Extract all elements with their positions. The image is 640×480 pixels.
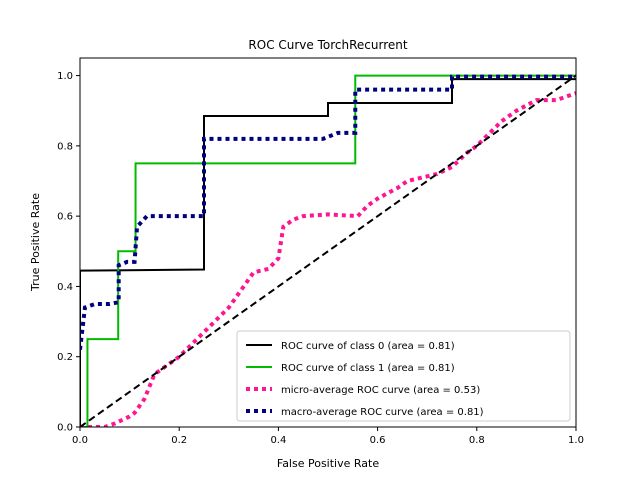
series-line-0 [80, 78, 576, 427]
y-tick-label: 1.0 [57, 71, 73, 82]
legend-entry: macro-average ROC curve (area = 0.81) [281, 407, 484, 418]
x-tick-label: 0.2 [171, 435, 187, 446]
plot-area-frame [79, 57, 577, 428]
x-tick-label: 0.6 [370, 435, 386, 446]
legend-entry: ROC curve of class 0 (area = 0.81) [281, 341, 455, 352]
series-layer [80, 74, 576, 427]
legend-entry: ROC curve of class 1 (area = 0.81) [281, 363, 455, 374]
legend: ROC curve of class 0 (area = 0.81) ROC cu… [236, 330, 571, 422]
x-axis: 0.0 0.2 0.4 0.6 0.8 1.0 [72, 427, 584, 446]
y-tick-label: 0.4 [57, 282, 73, 293]
legend-entry: micro-average ROC curve (area = 0.53) [281, 385, 480, 396]
chance-diagonal-line [80, 74, 576, 427]
x-tick-label: 0.4 [270, 435, 286, 446]
y-tick-label: 0.2 [57, 352, 73, 363]
x-tick-label: 0.8 [469, 435, 485, 446]
y-tick-label: 0.8 [57, 141, 73, 152]
x-tick-label: 0.0 [72, 435, 88, 446]
series-line-2 [80, 91, 576, 427]
y-axis-label: True Positive Rate [29, 193, 42, 292]
y-tick-label: 0.6 [57, 212, 73, 223]
x-axis-label: False Positive Rate [277, 457, 379, 470]
y-tick-label: 0.0 [57, 423, 73, 434]
y-axis: 0.0 0.2 0.4 0.6 0.8 1.0 [57, 71, 80, 434]
chart-title: ROC Curve TorchRecurrent [248, 38, 407, 52]
series-line-3 [80, 74, 576, 350]
x-tick-label: 1.0 [568, 435, 584, 446]
legend-box [236, 330, 571, 422]
